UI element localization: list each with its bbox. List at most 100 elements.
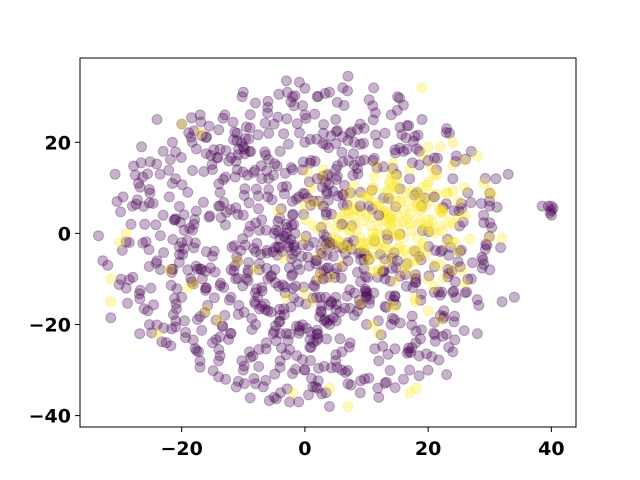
data-point-class-1 [299,287,311,299]
data-point-class-0 [203,120,215,132]
data-point-class-0 [442,264,454,275]
data-point-class-1 [330,239,342,251]
data-point-class-0 [230,202,242,214]
data-point-class-0 [358,254,370,266]
data-point-class-0 [344,302,356,314]
data-point-class-0 [367,114,379,126]
data-point-class-1 [367,211,379,223]
data-point-class-0 [388,247,400,259]
data-point-class-0 [378,265,390,277]
data-point-class-0 [339,248,351,259]
data-point-class-0 [250,378,262,390]
data-point-class-0 [330,126,342,137]
data-point-class-1 [459,155,471,166]
data-point-class-1 [194,127,206,139]
data-point-class-0 [324,314,336,326]
data-point-class-0 [294,325,306,336]
data-point-class-0 [190,205,202,217]
data-point-class-0 [280,227,292,239]
data-point-class-0 [308,236,320,248]
data-point-class-1 [345,225,357,236]
data-point-class-0 [218,196,230,208]
data-point-class-0 [278,128,290,140]
data-point-class-1 [385,300,397,312]
data-point-class-1 [314,273,326,285]
data-point-class-1 [443,216,455,228]
data-point-class-1 [151,328,163,340]
data-point-class-0 [286,248,298,260]
data-point-class-0 [143,319,155,331]
data-point-class-0 [214,350,226,362]
data-point-class-1 [404,184,416,196]
data-point-class-0 [309,108,321,120]
data-point-class-1 [431,169,443,181]
data-point-class-0 [215,277,227,289]
data-point-class-1 [422,305,434,317]
data-point-class-0 [237,86,249,98]
data-point-class-0 [220,145,232,157]
data-point-class-0 [363,254,375,266]
data-point-class-0 [274,328,286,339]
data-point-class-1 [405,225,417,237]
data-point-class-0 [455,244,467,256]
data-point-class-0 [224,327,236,339]
data-point-class-0 [164,154,176,165]
data-point-class-0 [342,135,354,146]
data-point-class-0 [225,264,237,276]
data-point-class-1 [418,237,430,249]
data-point-class-0 [188,125,200,137]
data-point-class-0 [169,213,181,225]
data-point-class-1 [459,278,471,289]
data-point-class-0 [105,312,117,324]
data-point-class-0 [337,189,349,201]
data-point-class-0 [133,177,144,189]
data-point-class-1 [413,252,425,264]
data-point-class-0 [311,255,323,267]
data-point-class-0 [142,168,153,180]
data-point-class-0 [433,286,445,298]
data-point-class-1 [401,250,412,262]
data-point-class-0 [293,191,305,203]
data-point-class-0 [342,378,354,390]
data-point-class-0 [166,178,178,189]
data-point-class-0 [241,169,253,181]
data-point-class-0 [423,226,435,238]
data-point-class-0 [352,123,364,135]
data-point-class-0 [135,157,147,169]
data-point-class-0 [495,242,507,254]
data-point-class-0 [253,264,265,276]
data-point-class-0 [462,273,474,285]
data-point-class-0 [369,235,380,247]
data-point-class-1 [421,222,433,234]
data-point-class-0 [268,325,280,337]
data-point-class-0 [151,319,163,331]
data-point-class-1 [496,232,508,244]
data-point-class-0 [327,238,339,250]
data-point-class-0 [473,299,485,311]
data-point-class-1 [355,237,367,249]
data-point-class-0 [173,201,185,212]
data-point-class-1 [342,186,354,198]
data-point-class-0 [479,172,491,184]
data-point-class-0 [305,355,316,366]
x-axis: −20 0 20 40 [160,427,565,460]
data-point-class-0 [214,280,226,292]
data-point-class-1 [301,166,313,178]
data-point-class-1 [414,215,426,226]
data-point-class-0 [143,184,155,195]
data-point-class-0 [247,167,259,178]
data-point-class-0 [168,214,180,226]
data-point-class-0 [244,220,256,232]
data-point-class-1 [416,241,428,253]
data-point-class-0 [259,304,271,316]
data-point-class-1 [442,188,454,200]
data-point-class-0 [354,299,366,310]
data-point-class-0 [355,276,367,288]
data-point-class-0 [371,162,383,174]
data-point-class-0 [288,239,300,251]
data-point-class-0 [334,333,346,345]
data-point-class-0 [198,166,210,177]
data-point-class-1 [365,251,377,263]
data-point-class-0 [130,198,142,210]
data-point-class-0 [252,129,264,141]
